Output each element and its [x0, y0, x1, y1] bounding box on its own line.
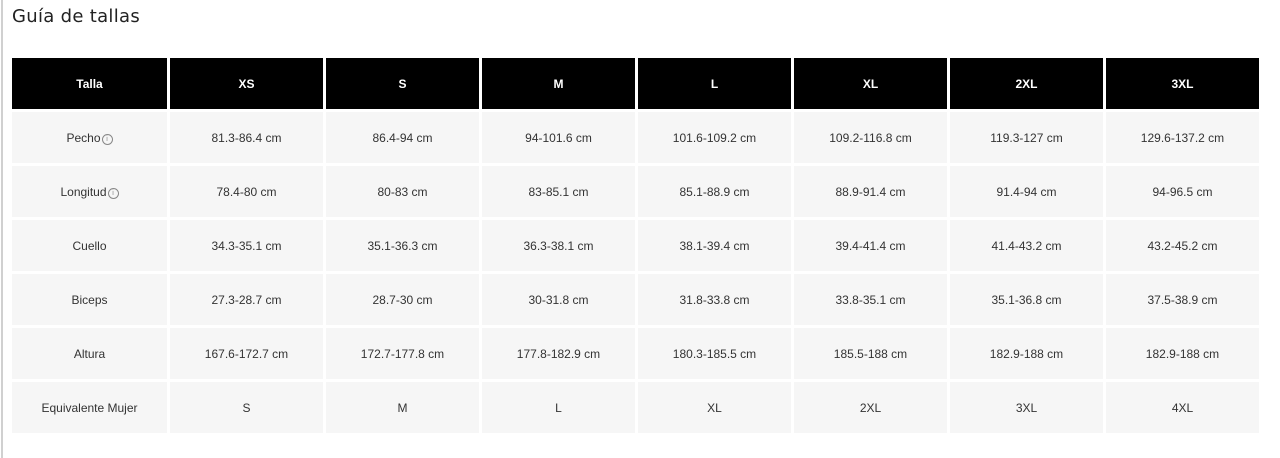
row-label: Altura — [12, 328, 167, 379]
row-label-text: Altura — [73, 346, 106, 361]
row-label-text: Equivalente Mujer — [41, 400, 138, 415]
size-cell: 2XL — [794, 382, 947, 433]
size-cell: 94-101.6 cm — [482, 112, 635, 163]
header-size: 3XL — [1106, 58, 1259, 109]
left-border — [1, 0, 3, 458]
info-icon[interactable]: i — [107, 187, 119, 199]
row-label-text: Pecho — [66, 130, 101, 145]
header-size: 2XL — [950, 58, 1103, 109]
size-cell: 94-96.5 cm — [1106, 166, 1259, 217]
size-cell: 172.7-177.8 cm — [326, 328, 479, 379]
size-cell: 182.9-188 cm — [950, 328, 1103, 379]
size-cell: 167.6-172.7 cm — [170, 328, 323, 379]
row-label: Equivalente Mujer — [12, 382, 167, 433]
row-label-text: Longitud — [60, 184, 107, 199]
size-cell: 119.3-127 cm — [950, 112, 1103, 163]
page-title: Guía de tallas — [12, 6, 141, 27]
size-guide-table: Talla XS S M L XL 2XL 3XL Pecho i 81.3-86.4 cm 86.… — [9, 55, 1262, 436]
header-size: L — [638, 58, 791, 109]
size-cell: 182.9-188 cm — [1106, 328, 1259, 379]
size-cell: 34.3-35.1 cm — [170, 220, 323, 271]
size-cell: 83-85.1 cm — [482, 166, 635, 217]
size-cell: 36.3-38.1 cm — [482, 220, 635, 271]
table-row: Biceps 27.3-28.7 cm 28.7-30 cm 30-31.8 cm 31… — [12, 274, 1259, 325]
size-cell: 43.2-45.2 cm — [1106, 220, 1259, 271]
size-cell: M — [326, 382, 479, 433]
row-label: Pecho i — [12, 112, 167, 163]
size-cell: 180.3-185.5 cm — [638, 328, 791, 379]
size-cell: 39.4-41.4 cm — [794, 220, 947, 271]
row-label: Cuello — [12, 220, 167, 271]
size-cell: 109.2-116.8 cm — [794, 112, 947, 163]
size-cell: 33.8-35.1 cm — [794, 274, 947, 325]
size-cell: 35.1-36.3 cm — [326, 220, 479, 271]
size-cell: XL — [638, 382, 791, 433]
header-size: S — [326, 58, 479, 109]
size-cell: 35.1-36.8 cm — [950, 274, 1103, 325]
size-cell: 38.1-39.4 cm — [638, 220, 791, 271]
size-cell: 101.6-109.2 cm — [638, 112, 791, 163]
table-row: Altura 167.6-172.7 cm 172.7-177.8 cm 177.8-… — [12, 328, 1259, 379]
size-cell: 37.5-38.9 cm — [1106, 274, 1259, 325]
size-cell: 91.4-94 cm — [950, 166, 1103, 217]
size-cell: 129.6-137.2 cm — [1106, 112, 1259, 163]
size-cell: 78.4-80 cm — [170, 166, 323, 217]
size-cell: 88.9-91.4 cm — [794, 166, 947, 217]
table-row: Pecho i 81.3-86.4 cm 86.4-94 cm 94-101.6 cm 1… — [12, 112, 1259, 163]
row-label: Longitud i — [12, 166, 167, 217]
size-cell: 31.8-33.8 cm — [638, 274, 791, 325]
table-row: Cuello 34.3-35.1 cm 35.1-36.3 cm 36.3-38.1 … — [12, 220, 1259, 271]
row-label-text: Cuello — [72, 238, 107, 253]
size-cell: S — [170, 382, 323, 433]
size-cell: 4XL — [1106, 382, 1259, 433]
size-cell: 3XL — [950, 382, 1103, 433]
header-size: XS — [170, 58, 323, 109]
size-cell: L — [482, 382, 635, 433]
size-cell: 86.4-94 cm — [326, 112, 479, 163]
row-label-text: Biceps — [71, 292, 108, 307]
size-cell: 185.5-188 cm — [794, 328, 947, 379]
size-cell: 85.1-88.9 cm — [638, 166, 791, 217]
table-row: Equivalente Mujer S M L XL 2XL 3XL 4XL — [12, 382, 1259, 433]
header-size: XL — [794, 58, 947, 109]
header-talla: Talla — [12, 58, 167, 109]
size-cell: 27.3-28.7 cm — [170, 274, 323, 325]
row-label: Biceps — [12, 274, 167, 325]
info-icon[interactable]: i — [101, 133, 113, 145]
header-row: Talla XS S M L XL 2XL 3XL — [12, 58, 1259, 109]
size-cell: 80-83 cm — [326, 166, 479, 217]
size-cell: 177.8-182.9 cm — [482, 328, 635, 379]
size-cell: 28.7-30 cm — [326, 274, 479, 325]
header-size: M — [482, 58, 635, 109]
size-cell: 81.3-86.4 cm — [170, 112, 323, 163]
size-cell: 41.4-43.2 cm — [950, 220, 1103, 271]
table-row: Longitud i 78.4-80 cm 80-83 cm 83-85.1 cm 85.… — [12, 166, 1259, 217]
size-cell: 30-31.8 cm — [482, 274, 635, 325]
